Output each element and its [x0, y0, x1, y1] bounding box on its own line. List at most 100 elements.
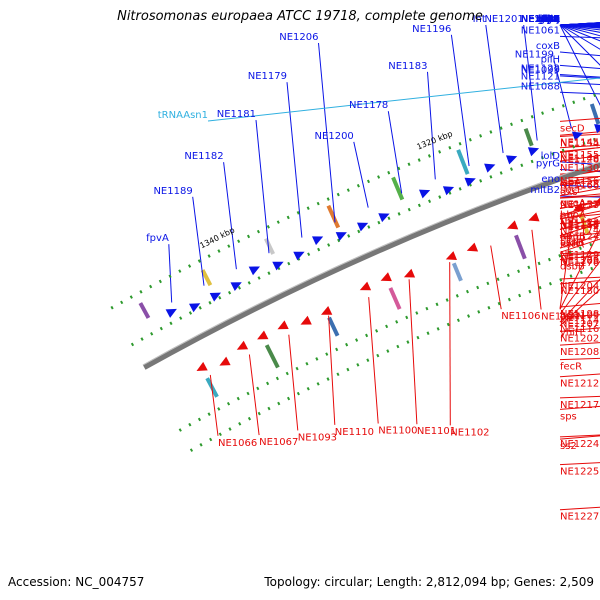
gene-label: NE1102 — [450, 427, 489, 438]
callout-line — [248, 354, 260, 436]
gene-label: NE1167 — [521, 14, 560, 25]
gene-label: NE1123 — [560, 217, 599, 228]
reverse-cog-bar — [578, 212, 590, 235]
forward-cog-bar — [326, 204, 341, 229]
gene-label: NE1146 — [560, 154, 599, 165]
callout-line — [559, 24, 600, 37]
gene-label: NE1200 — [315, 131, 354, 142]
callout-line — [288, 334, 299, 431]
backbone-highlight — [142, 161, 600, 366]
scale-label: 1340 kbp — [198, 225, 236, 250]
forward-cog-bar — [200, 269, 213, 287]
gene-label: NE1151 — [521, 14, 560, 25]
gene-label: dxs — [560, 187, 577, 198]
gene-label: NE1195 — [521, 14, 560, 25]
reverse-cog-bar — [388, 287, 402, 310]
gene-label: NE1091 — [521, 14, 560, 25]
gene-label: NE1099 — [521, 65, 560, 76]
gene-label: hbpA — [560, 210, 586, 221]
gene-label: NE1126 — [560, 254, 599, 265]
forward-gene-arrow — [527, 147, 540, 157]
chromosome-backbone — [143, 162, 600, 370]
gene-label: NE1158 — [560, 220, 599, 231]
gene-label: dsbB — [560, 262, 585, 273]
gene-label: ileS — [542, 14, 560, 25]
callout-line — [559, 288, 600, 327]
gene-label: NE1176 — [560, 258, 599, 269]
gene-label: asnB — [560, 238, 585, 249]
forward-gene-arrow — [335, 232, 347, 241]
callout-line — [427, 71, 436, 180]
callout-line — [387, 111, 403, 194]
reverse-gene-arrow — [528, 212, 540, 222]
forward-cog-bar — [264, 237, 275, 255]
callout-line — [286, 82, 303, 238]
gene-label: NE1154 — [560, 139, 599, 150]
callout-line — [255, 120, 270, 254]
forward-cog-bar — [138, 302, 151, 319]
gene-label: NE1212 — [560, 379, 599, 390]
reverse-gene-arrow — [466, 242, 479, 252]
gene-label: NE1182 — [184, 151, 223, 162]
callout-line — [559, 228, 600, 310]
callout-line — [192, 196, 205, 286]
forward-cog-bar — [589, 103, 600, 125]
callout-line — [168, 244, 173, 303]
forward-gene-arrow — [506, 155, 518, 165]
gene-label: NE1098 — [521, 14, 560, 25]
reverse-gene-arrow — [300, 315, 312, 325]
callout-line — [490, 245, 502, 310]
reverse-gene-arrow — [321, 306, 333, 315]
map-title: Nitrosomonas europaea ATCC 19718, comple… — [117, 9, 483, 24]
forward-gene-arrow — [272, 261, 284, 271]
gene-label: NE1208 — [560, 347, 599, 358]
reverse-gene-arrow — [380, 272, 392, 282]
gene-label: NE1225 — [560, 467, 599, 478]
gene-label: NE1206 — [279, 32, 318, 43]
gene-label: NE1101 — [417, 426, 456, 437]
gene-label: xseA — [560, 239, 584, 250]
gene-label: NE1205 — [521, 14, 560, 25]
callout-line — [559, 24, 600, 33]
forward-gene-arrow — [230, 282, 242, 291]
gene-label: NE1136 — [521, 14, 560, 25]
gene-label: NE1133 — [521, 14, 560, 25]
gene-label: NE1168 — [521, 14, 560, 25]
forward-gene-arrow — [209, 292, 221, 302]
gene-label: NE1114 — [560, 316, 599, 327]
callout-line — [450, 34, 470, 167]
gene-label: oprN — [560, 311, 584, 322]
gene-label: NE1111 — [521, 14, 560, 25]
forward-gene-arrow — [594, 124, 600, 134]
gene-label: NE1174 — [560, 226, 599, 237]
reverse-cog-bar — [514, 234, 527, 260]
callout-line — [209, 374, 219, 436]
gene-label: NE1088 — [521, 81, 560, 92]
reverse-gene-arrow — [594, 197, 600, 204]
reverse-gene-arrow — [445, 251, 457, 260]
gene-label: NE1080 — [521, 14, 560, 25]
gene-label: NE1223 — [521, 14, 560, 25]
gene-label: Int — [473, 14, 486, 25]
gene-label: NE1041 — [521, 14, 560, 25]
gene-label: yhiH — [560, 328, 583, 339]
gene-label: rlpB — [540, 14, 560, 25]
gene-label: NE1116 — [560, 324, 599, 335]
callout-line — [559, 24, 600, 106]
gene-label: NE1118 — [560, 219, 599, 230]
reverse-gene-arrow — [507, 220, 519, 230]
gene-label: NE1179 — [248, 71, 287, 82]
callout-line — [559, 24, 600, 42]
reverse-gene-arrow — [257, 330, 269, 340]
gene-label: pyrG — [536, 159, 560, 170]
gene-label: NE1095 — [521, 14, 560, 25]
callout-line — [328, 315, 336, 425]
gene-label: NE1130 — [560, 163, 599, 174]
gene-label: NE1121 — [521, 72, 560, 83]
callout-line — [408, 279, 418, 425]
reverse-gene-arrow — [196, 361, 208, 371]
gene-label: nlaB — [538, 14, 560, 25]
gene-label: dfrA — [539, 14, 560, 25]
callout-line — [353, 141, 369, 208]
gene-label: NE1135 — [560, 179, 599, 190]
